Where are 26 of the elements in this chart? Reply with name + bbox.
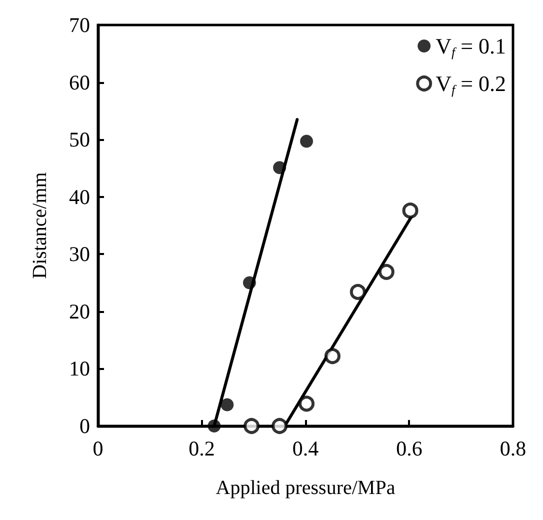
x-axis-title: Applied pressure/MPa — [216, 477, 396, 499]
x-tick-label: 0.2 — [188, 436, 215, 460]
y-tick-label: 0 — [80, 414, 90, 438]
point — [242, 276, 256, 290]
point — [273, 161, 286, 174]
y-tick-label: 10 — [69, 356, 90, 381]
y-tick-label: 70 — [69, 13, 90, 37]
point — [208, 420, 221, 432]
y-tick-label: 20 — [69, 299, 90, 324]
x-tick-label: 0.8 — [500, 436, 526, 460]
x-tick-label: 0.6 — [396, 436, 422, 460]
point — [402, 202, 418, 219]
y-tick-label: 30 — [69, 242, 90, 266]
y-tick-label: 60 — [69, 70, 90, 94]
point — [324, 348, 340, 364]
point — [244, 418, 260, 434]
point — [350, 284, 366, 300]
point — [378, 264, 394, 280]
point — [272, 418, 288, 434]
point — [220, 398, 234, 412]
x-tick-label: 0.4 — [292, 436, 320, 460]
point — [298, 396, 315, 412]
point — [300, 134, 314, 148]
y-tick-label: 40 — [69, 184, 90, 209]
y-tick-label: 50 — [69, 128, 90, 152]
y-axis-title: Distance/mm — [29, 172, 51, 279]
